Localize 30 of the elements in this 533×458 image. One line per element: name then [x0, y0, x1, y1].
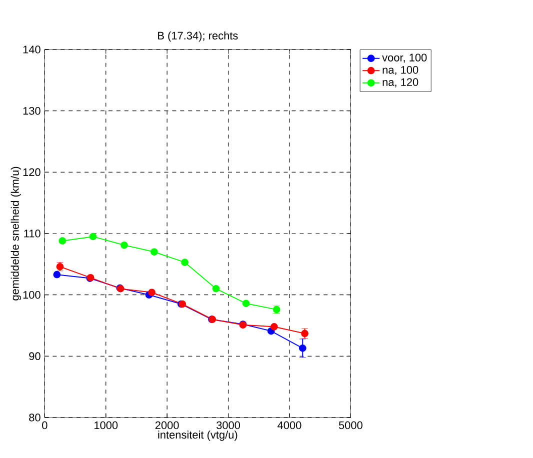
x-tick-label: 5000 [338, 421, 362, 430]
point [148, 288, 156, 296]
point [53, 270, 61, 278]
x-tick-label: 4000 [278, 421, 302, 430]
y-tick-label: 130 [23, 106, 40, 115]
legend-label: na, 100 [382, 66, 418, 76]
x-tick-label: 3000 [216, 421, 240, 430]
x-tick-label: 0 [42, 421, 48, 430]
point [242, 300, 250, 308]
y-tick-label: 90 [29, 352, 40, 360]
point [58, 237, 66, 245]
y-tick-label: 100 [23, 290, 40, 299]
legend-label: voor, 100 [382, 54, 427, 63]
y-tick-label: 80 [29, 414, 40, 422]
y-tick-label: 120 [23, 168, 40, 176]
point [120, 241, 128, 249]
x-tick-label: 1000 [94, 421, 118, 430]
chart-title: B (17.34); rechts [158, 31, 238, 42]
x-tick-label: 2000 [155, 421, 179, 430]
point [150, 248, 158, 256]
y-tick-label: 110 [24, 230, 40, 238]
point [298, 344, 306, 352]
point [270, 323, 278, 330]
point [212, 285, 220, 292]
legend-label: na, 120 [382, 78, 418, 88]
point [89, 232, 97, 240]
y-tick-label: 140 [23, 46, 40, 54]
x-axis-title: intensiteit (vtg/u) [158, 430, 238, 441]
y-axis-title: gemiddelde snelheid (km/u) [10, 166, 22, 300]
point [181, 258, 189, 266]
